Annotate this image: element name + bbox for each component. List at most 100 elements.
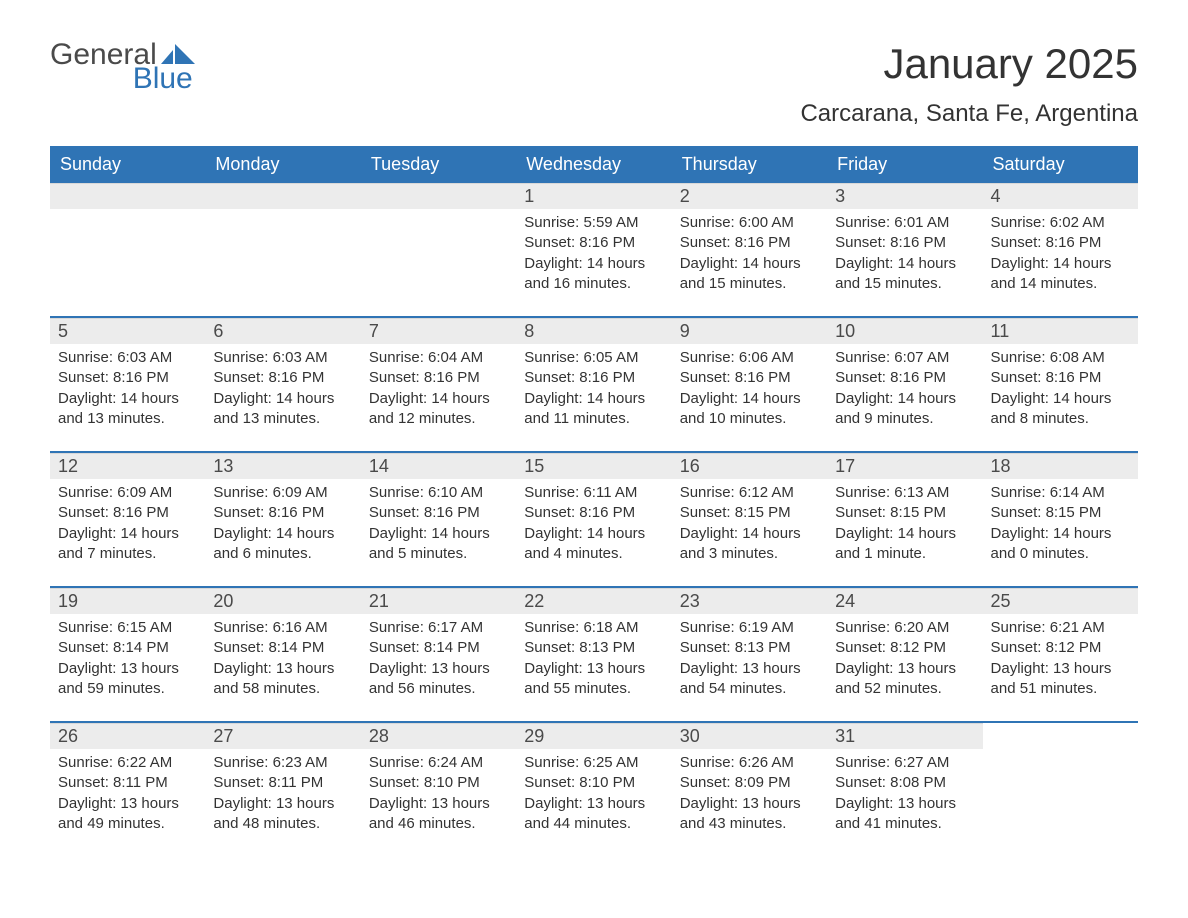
day-number: 31 (827, 723, 982, 749)
sunset-line: Sunset: 8:08 PM (835, 773, 974, 793)
sunset-line: Sunset: 8:16 PM (524, 233, 663, 253)
daylight-line: Daylight: 13 hours and 54 minutes. (680, 659, 819, 700)
day-number: 7 (361, 318, 516, 344)
daylight-line: Daylight: 13 hours and 46 minutes. (369, 794, 508, 835)
day-number: 19 (50, 588, 205, 614)
calendar-cell (205, 183, 360, 302)
sunrise-line: Sunrise: 6:02 AM (991, 213, 1130, 233)
day-body: Sunrise: 6:10 AMSunset: 8:16 PMDaylight:… (361, 479, 516, 572)
sunset-line: Sunset: 8:16 PM (58, 503, 197, 523)
calendar-cell: 21Sunrise: 6:17 AMSunset: 8:14 PMDayligh… (361, 588, 516, 707)
sunset-line: Sunset: 8:11 PM (213, 773, 352, 793)
calendar-cell: 18 Sunrise: 6:14 AMSunset: 8:15 PMDayligh… (983, 453, 1138, 572)
calendar-cell: 15Sunrise: 6:11 AMSunset: 8:16 PMDayligh… (516, 453, 671, 572)
sunrise-line: Sunrise: 6:04 AM (369, 348, 508, 368)
sunset-line: Sunset: 8:15 PM (835, 503, 974, 523)
sunrise-line: Sunrise: 6:23 AM (213, 753, 352, 773)
sunrise-line: Sunrise: 6:10 AM (369, 483, 508, 503)
week-row: 1Sunrise: 5:59 AMSunset: 8:16 PMDaylight… (50, 183, 1138, 302)
day-number: 4 (983, 183, 1138, 209)
calendar-cell: 7Sunrise: 6:04 AMSunset: 8:16 PMDaylight… (361, 318, 516, 437)
day-number: 2 (672, 183, 827, 209)
sunrise-line: Sunrise: 6:09 AM (58, 483, 197, 503)
day-body (50, 209, 205, 221)
sunrise-line: Sunrise: 6:21 AM (991, 618, 1130, 638)
sunrise-line: Sunrise: 6:09 AM (213, 483, 352, 503)
sunset-line: Sunset: 8:16 PM (369, 503, 508, 523)
day-body: Sunrise: 6:09 AMSunset: 8:16 PMDaylight:… (205, 479, 360, 572)
day-number: 5 (50, 318, 205, 344)
day-number (205, 183, 360, 209)
daylight-line: Daylight: 14 hours and 6 minutes. (213, 524, 352, 565)
sunrise-line: Sunrise: 6:25 AM (524, 753, 663, 773)
day-body: Sunrise: 6:17 AMSunset: 8:14 PMDaylight:… (361, 614, 516, 707)
sunrise-line: Sunrise: 6:01 AM (835, 213, 974, 233)
sunrise-line: Sunrise: 6:03 AM (58, 348, 197, 368)
calendar-cell: 13Sunrise: 6:09 AMSunset: 8:16 PMDayligh… (205, 453, 360, 572)
calendar-cell: 25Sunrise: 6:21 AMSunset: 8:12 PMDayligh… (983, 588, 1138, 707)
day-number (983, 723, 1138, 748)
sunset-line: Sunset: 8:16 PM (524, 368, 663, 388)
day-number (361, 183, 516, 209)
calendar-cell: 16Sunrise: 6:12 AMSunset: 8:15 PMDayligh… (672, 453, 827, 572)
sunrise-line: Sunrise: 5:59 AM (524, 213, 663, 233)
day-body: Sunrise: 6:20 AMSunset: 8:12 PMDaylight:… (827, 614, 982, 707)
day-number (50, 183, 205, 209)
day-number: 18 (983, 453, 1138, 479)
sunset-line: Sunset: 8:15 PM (991, 503, 1130, 523)
daylight-line: Daylight: 14 hours and 8 minutes. (991, 389, 1130, 430)
sunset-line: Sunset: 8:16 PM (213, 368, 352, 388)
daylight-line: Daylight: 13 hours and 58 minutes. (213, 659, 352, 700)
day-number: 21 (361, 588, 516, 614)
sunset-line: Sunset: 8:11 PM (58, 773, 197, 793)
daylight-line: Daylight: 13 hours and 52 minutes. (835, 659, 974, 700)
day-body: Sunrise: 6:13 AMSunset: 8:15 PMDaylight:… (827, 479, 982, 572)
calendar-cell: 1Sunrise: 5:59 AMSunset: 8:16 PMDaylight… (516, 183, 671, 302)
calendar-cell: 22Sunrise: 6:18 AMSunset: 8:13 PMDayligh… (516, 588, 671, 707)
calendar-cell: 30Sunrise: 6:26 AMSunset: 8:09 PMDayligh… (672, 723, 827, 842)
day-number: 26 (50, 723, 205, 749)
day-body: Sunrise: 6:00 AMSunset: 8:16 PMDaylight:… (672, 209, 827, 302)
calendar-cell (361, 183, 516, 302)
sunrise-line: Sunrise: 6:22 AM (58, 753, 197, 773)
calendar-cell (983, 723, 1138, 842)
day-number: 28 (361, 723, 516, 749)
sunrise-line: Sunrise: 6:19 AM (680, 618, 819, 638)
sunrise-line: Sunrise: 6:12 AM (680, 483, 819, 503)
day-number: 11 (983, 318, 1138, 344)
daylight-line: Daylight: 13 hours and 44 minutes. (524, 794, 663, 835)
calendar-cell: 26 Sunrise: 6:22 AMSunset: 8:11 PMDayligh… (50, 723, 205, 842)
daylight-line: Daylight: 14 hours and 4 minutes. (524, 524, 663, 565)
day-number: 25 (983, 588, 1138, 614)
day-header-sunday: Sunday (50, 146, 205, 183)
sunset-line: Sunset: 8:14 PM (369, 638, 508, 658)
location-subtitle: Carcarana, Santa Fe, Argentina (50, 100, 1138, 128)
day-body: Sunrise: 5:59 AMSunset: 8:16 PMDaylight:… (516, 209, 671, 302)
sunset-line: Sunset: 8:16 PM (835, 368, 974, 388)
sunrise-line: Sunrise: 6:24 AM (369, 753, 508, 773)
sunrise-line: Sunrise: 6:14 AM (991, 483, 1130, 503)
day-header-saturday: Saturday (983, 146, 1138, 183)
logo: General Blue (50, 40, 195, 94)
day-number: 14 (361, 453, 516, 479)
daylight-line: Daylight: 14 hours and 14 minutes. (991, 254, 1130, 295)
daylight-line: Daylight: 14 hours and 12 minutes. (369, 389, 508, 430)
calendar-cell: 10Sunrise: 6:07 AMSunset: 8:16 PMDayligh… (827, 318, 982, 437)
calendar-cell: 14Sunrise: 6:10 AMSunset: 8:16 PMDayligh… (361, 453, 516, 572)
day-number: 24 (827, 588, 982, 614)
daylight-line: Daylight: 14 hours and 0 minutes. (991, 524, 1130, 565)
sunset-line: Sunset: 8:16 PM (524, 503, 663, 523)
day-body: Sunrise: 6:08 AMSunset: 8:16 PMDaylight:… (983, 344, 1138, 437)
daylight-line: Daylight: 14 hours and 10 minutes. (680, 389, 819, 430)
day-number: 10 (827, 318, 982, 344)
daylight-line: Daylight: 13 hours and 56 minutes. (369, 659, 508, 700)
day-body: Sunrise: 6:25 AMSunset: 8:10 PMDaylight:… (516, 749, 671, 842)
calendar-cell: 20Sunrise: 6:16 AMSunset: 8:14 PMDayligh… (205, 588, 360, 707)
sunset-line: Sunset: 8:12 PM (991, 638, 1130, 658)
sunrise-line: Sunrise: 6:20 AM (835, 618, 974, 638)
daylight-line: Daylight: 13 hours and 49 minutes. (58, 794, 197, 835)
sunrise-line: Sunrise: 6:11 AM (524, 483, 663, 503)
day-body: Sunrise: 6:19 AMSunset: 8:13 PMDaylight:… (672, 614, 827, 707)
day-number: 30 (672, 723, 827, 749)
page-title: January 2025 (883, 40, 1138, 88)
